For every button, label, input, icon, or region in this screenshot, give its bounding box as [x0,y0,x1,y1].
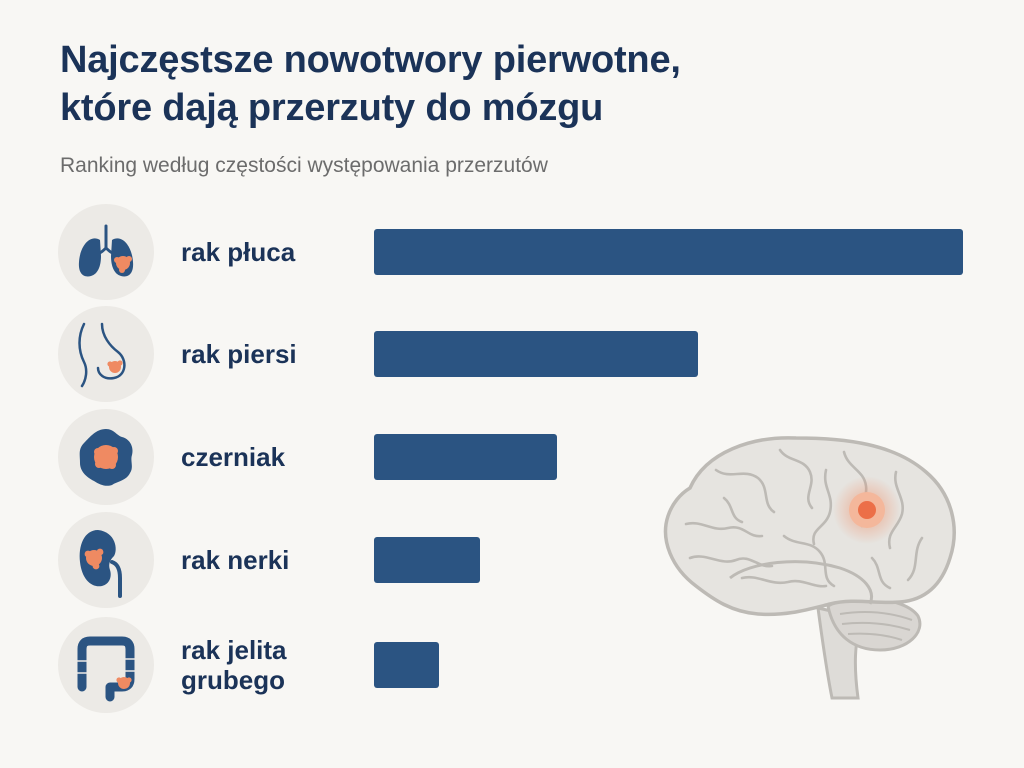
chart-title: Najczęstsze nowotwory pierwotne, które d… [60,36,960,132]
bar-row-breast: rak piersi [0,306,1024,402]
title-line-1: Najczęstsze nowotwory pierwotne, [60,39,681,81]
lungs-icon [58,204,154,300]
bar-kidney [374,537,481,583]
bar-lung [374,229,963,275]
bar-label-colon: rak jelita grubego [181,635,287,695]
bar-label-breast: rak piersi [181,339,297,369]
colon-icon [58,617,154,713]
title-line-2: które dają przerzuty do mózgu [60,87,604,129]
bar-label-kidney: rak nerki [181,545,290,575]
bar-row-melanoma: czerniak [0,409,1024,505]
bar-label-melanoma: czerniak [181,442,286,472]
bar-label-lung: rak płuca [181,237,296,267]
breast-icon [58,306,154,402]
bar-row-lung: rak płuca [0,204,1024,300]
chart-subtitle: Ranking według częstości występowania pr… [60,154,548,177]
bar-row-colon: rak jelita grubego [0,617,1024,713]
bar-colon [374,642,439,688]
kidney-icon [58,512,154,608]
bar-melanoma [374,434,557,480]
bar-row-kidney: rak nerki [0,512,1024,608]
bar-breast [374,331,698,377]
melanoma-icon [58,409,154,505]
brain-icon [663,436,956,700]
